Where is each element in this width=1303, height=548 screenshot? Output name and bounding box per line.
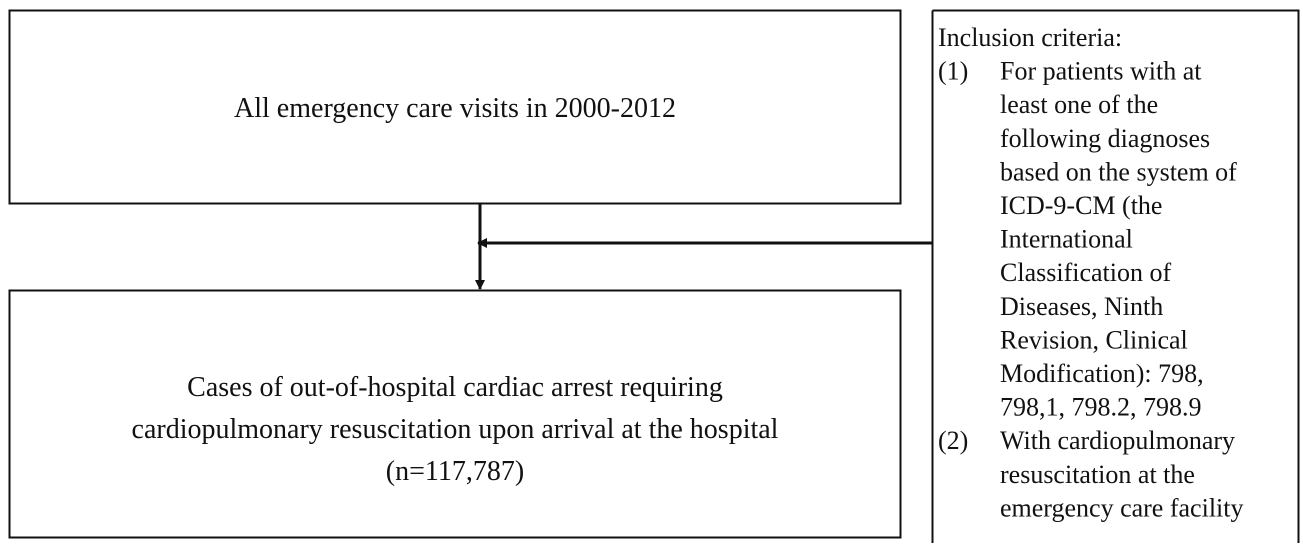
criteria-line: following diagnoses	[1000, 124, 1210, 153]
criteria-line: Revision, Clinical	[1000, 325, 1188, 354]
criteria-line: resuscitation at the	[1000, 460, 1195, 489]
criteria-line: For patients with at	[1000, 57, 1202, 86]
texts: All emergency care visits in 2000-2012 Ca…	[132, 23, 1244, 522]
criteria-line: based on the system of	[1000, 157, 1237, 186]
criteria-line: Diseases, Ninth	[1000, 292, 1163, 321]
box-all-visits	[8, 9, 902, 205]
criteria-marker: (2)	[938, 426, 968, 455]
criteria-line: With cardiopulmonary	[1000, 426, 1235, 455]
criteria-marker: (1)	[938, 57, 968, 86]
criteria-line: least one of the	[1000, 90, 1158, 119]
node-label: Cases of out-of-hospital cardiac arrest …	[187, 372, 723, 403]
criteria-title: Inclusion criteria:	[938, 23, 1122, 52]
criteria-line: emergency care facility	[1000, 493, 1243, 522]
criteria-line: Classification of	[1000, 258, 1171, 287]
node-label: cardiopulmonary resuscitation upon arriv…	[132, 414, 779, 445]
criteria-line: International	[1000, 225, 1133, 254]
node-label: (n=117,787)	[386, 456, 524, 487]
criteria-line: Modification): 798,	[1000, 359, 1204, 388]
criteria-line: 798,1, 798.2, 798.9	[1000, 393, 1202, 422]
box-cases	[8, 289, 902, 539]
box-criteria	[931, 9, 1300, 543]
node-label: All emergency care visits in 2000-2012	[234, 93, 676, 124]
criteria-line: ICD-9-CM (the	[1000, 191, 1162, 220]
